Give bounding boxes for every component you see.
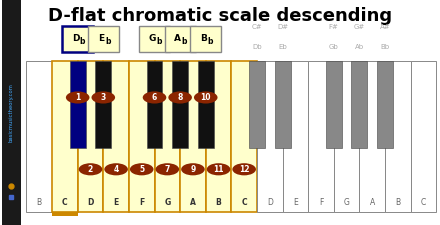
Text: Bb: Bb xyxy=(381,44,389,50)
Bar xyxy=(275,61,290,148)
Bar xyxy=(206,61,231,211)
FancyBboxPatch shape xyxy=(165,27,196,52)
Bar xyxy=(231,61,257,211)
FancyBboxPatch shape xyxy=(88,27,119,52)
Text: B: B xyxy=(37,198,42,207)
Bar xyxy=(326,61,342,148)
Text: 4: 4 xyxy=(114,165,119,174)
Bar xyxy=(411,61,436,211)
Circle shape xyxy=(194,91,217,104)
Bar xyxy=(198,61,214,148)
Bar xyxy=(95,61,111,148)
Text: 12: 12 xyxy=(239,165,249,174)
Text: B: B xyxy=(216,198,221,207)
Circle shape xyxy=(92,91,115,104)
Bar xyxy=(172,61,188,148)
Text: C: C xyxy=(62,198,68,207)
Bar xyxy=(308,61,334,211)
Bar xyxy=(334,61,359,211)
Text: A#: A# xyxy=(380,24,390,30)
Text: G: G xyxy=(149,34,156,43)
Text: b: b xyxy=(156,37,161,46)
Bar xyxy=(359,61,385,211)
Bar xyxy=(282,61,308,211)
Text: C#: C# xyxy=(252,24,262,30)
Text: 9: 9 xyxy=(191,165,195,174)
Text: b: b xyxy=(182,37,187,46)
Text: D-flat chromatic scale descending: D-flat chromatic scale descending xyxy=(48,7,392,25)
Text: E: E xyxy=(98,34,104,43)
Text: A: A xyxy=(174,34,181,43)
Text: 6: 6 xyxy=(152,93,157,102)
Circle shape xyxy=(155,163,179,175)
Text: F: F xyxy=(319,198,323,207)
Text: C: C xyxy=(242,198,247,207)
Bar xyxy=(2,0,21,225)
Bar xyxy=(385,61,411,211)
Text: C: C xyxy=(421,198,426,207)
Text: Ab: Ab xyxy=(355,44,364,50)
Text: 11: 11 xyxy=(213,165,224,174)
Circle shape xyxy=(181,163,205,175)
Circle shape xyxy=(143,91,166,104)
Text: G: G xyxy=(164,198,170,207)
Bar xyxy=(70,61,86,148)
Circle shape xyxy=(130,163,154,175)
Text: D#: D# xyxy=(277,24,288,30)
Circle shape xyxy=(207,163,231,175)
Text: B: B xyxy=(395,198,400,207)
Bar xyxy=(377,61,393,148)
Circle shape xyxy=(169,91,192,104)
Bar xyxy=(78,61,103,211)
Text: G: G xyxy=(344,198,349,207)
Text: b: b xyxy=(207,37,213,46)
Text: D: D xyxy=(72,34,79,43)
Bar xyxy=(103,61,129,211)
Bar xyxy=(129,61,154,211)
Text: 2: 2 xyxy=(88,165,93,174)
Text: 7: 7 xyxy=(165,165,170,174)
Bar xyxy=(52,61,78,211)
Text: D: D xyxy=(87,198,94,207)
FancyBboxPatch shape xyxy=(62,27,93,52)
Text: b: b xyxy=(79,37,85,46)
Text: A: A xyxy=(370,198,375,207)
Text: Gb: Gb xyxy=(329,44,339,50)
Text: B: B xyxy=(200,34,207,43)
Text: 8: 8 xyxy=(177,93,183,102)
Bar xyxy=(249,61,265,148)
Text: E: E xyxy=(293,198,298,207)
Bar xyxy=(52,212,78,216)
Text: Eb: Eb xyxy=(278,44,287,50)
Circle shape xyxy=(104,163,128,175)
Bar xyxy=(352,61,367,148)
Text: E: E xyxy=(114,198,119,207)
Text: F: F xyxy=(139,198,144,207)
Text: b: b xyxy=(105,37,110,46)
Circle shape xyxy=(232,163,256,175)
Text: G#: G# xyxy=(354,24,365,30)
Bar xyxy=(180,61,206,211)
Bar xyxy=(154,61,180,211)
Text: A: A xyxy=(190,198,196,207)
Text: F#: F# xyxy=(329,24,339,30)
Bar xyxy=(257,61,282,211)
Text: basicmusictheory.com: basicmusictheory.com xyxy=(9,83,14,142)
Circle shape xyxy=(79,163,102,175)
Text: 3: 3 xyxy=(101,93,106,102)
Text: D: D xyxy=(267,198,273,207)
Text: 5: 5 xyxy=(139,165,144,174)
FancyBboxPatch shape xyxy=(139,27,170,52)
Bar xyxy=(26,61,52,211)
Bar xyxy=(147,61,162,148)
FancyBboxPatch shape xyxy=(190,27,221,52)
Text: 10: 10 xyxy=(201,93,211,102)
Text: 1: 1 xyxy=(75,93,81,102)
Text: Db: Db xyxy=(252,44,262,50)
Circle shape xyxy=(66,91,89,104)
